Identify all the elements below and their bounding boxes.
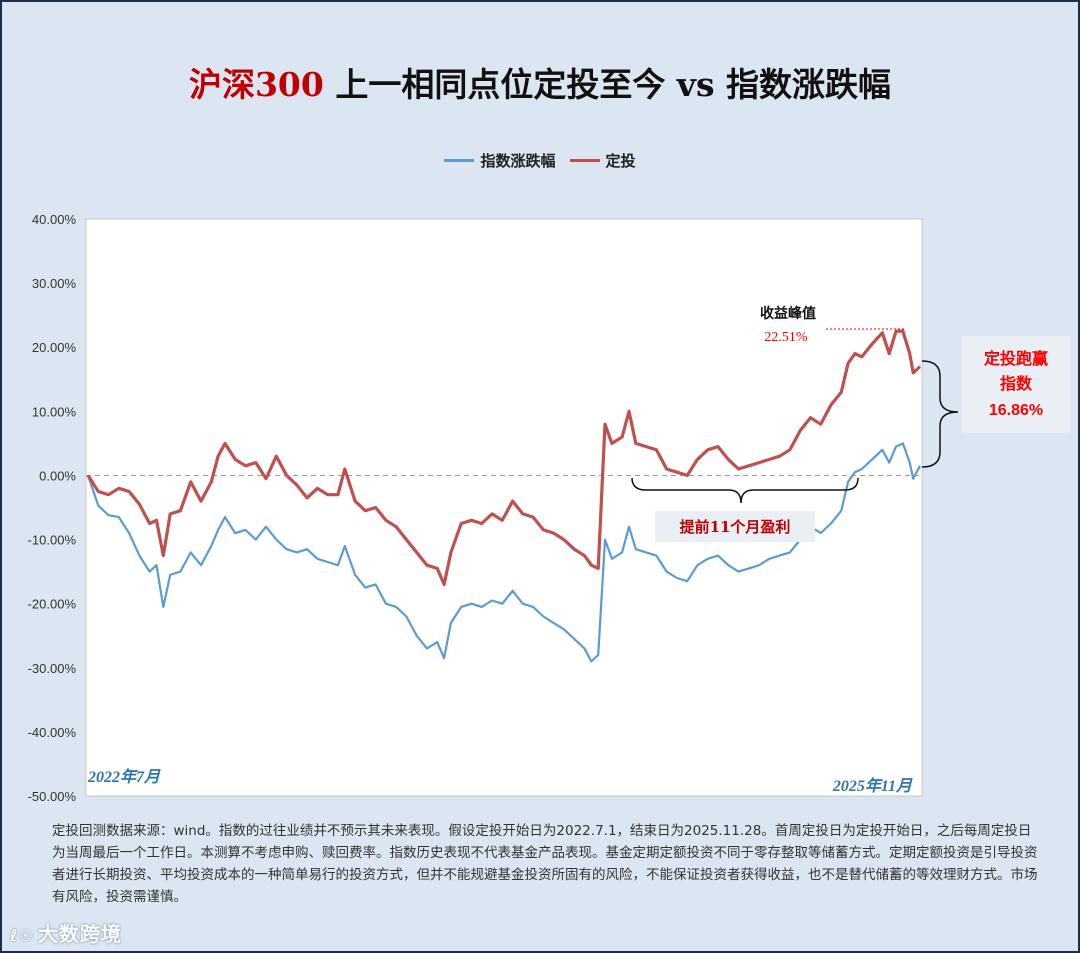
y-tick-label: 40.00% <box>32 212 77 227</box>
legend-swatch-dca <box>569 159 600 162</box>
title-rest: 上一相同点位定投至今 vs 指数涨跌幅 <box>323 65 892 104</box>
outperform-line1: 定投跑赢 <box>983 349 1048 368</box>
series-line-dca <box>86 329 922 586</box>
y-tick-label: 10.00% <box>32 404 77 419</box>
legend-item-dca: 定投 <box>569 150 636 171</box>
outperform-brace <box>921 360 959 468</box>
x-end-label: 2025年11月 <box>832 777 913 795</box>
x-start-label: 2022年7月 <box>87 768 161 786</box>
outperform-value: 16.86% <box>989 402 1043 419</box>
early-profit-brace <box>631 477 859 504</box>
legend-label-index: 指数涨跌幅 <box>480 152 556 170</box>
chart-title: 沪深300 上一相同点位定投至今 vs 指数涨跌幅 <box>0 58 1080 106</box>
y-tick-label: 30.00% <box>32 276 77 291</box>
y-tick-label: 0.00% <box>39 468 76 483</box>
watermark-logo: ℓ☉ 大数跨境 <box>10 918 122 947</box>
legend: 指数涨跌幅 定投 <box>0 150 1080 171</box>
y-tick-label: -20.00% <box>28 597 77 612</box>
legend-swatch-index <box>444 159 475 162</box>
peak-label: 收益峰值 <box>760 305 816 322</box>
y-tick-label: -30.00% <box>28 661 77 676</box>
early-profit-box <box>655 511 815 542</box>
early-profit-label: 提前11个月盈利 <box>680 518 791 536</box>
y-axis-ticks: 40.00% 30.00% 20.00% 10.00% 0.00% -10.00% -20.… <box>28 212 77 804</box>
logo-text: 大数跨境 <box>37 922 122 946</box>
title-brand: 沪深300 <box>188 65 324 104</box>
legend-label-dca: 定投 <box>605 152 636 170</box>
logo-icon: ℓ☉ <box>10 926 34 945</box>
y-tick-label: -40.00% <box>28 725 77 740</box>
outperform-box <box>962 336 1070 433</box>
peak-value: 22.51% <box>764 330 808 345</box>
footnote: 定投回测数据来源：wind。指数的过往业绩并不预示其未来表现。假设定投开始日为2… <box>52 823 1038 905</box>
y-tick-label: -50.00% <box>28 789 77 804</box>
y-tick-label: 20.00% <box>32 340 77 355</box>
y-tick-label: -10.00% <box>28 533 77 548</box>
outperform-line2: 指数 <box>1000 374 1033 393</box>
legend-item-index: 指数涨跌幅 <box>444 150 556 171</box>
plot-area <box>85 218 923 797</box>
